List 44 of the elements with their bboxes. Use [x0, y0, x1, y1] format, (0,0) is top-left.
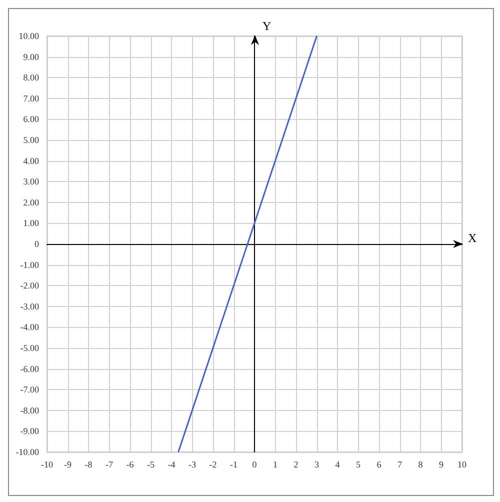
y-tick-label: 10.00 — [18, 31, 40, 41]
x-tick-label: 1 — [273, 460, 278, 470]
y-tick-label: 9.00 — [23, 52, 40, 62]
y-tick-label: -1.00 — [20, 260, 40, 270]
x-tick-label: 6 — [376, 460, 382, 470]
y-tick-label: 2.00 — [23, 197, 40, 208]
y-tick-label: -7.00 — [20, 384, 40, 395]
x-tick-label: 0 — [252, 460, 258, 470]
x-tick-label: -4 — [168, 460, 176, 470]
y-tick-label: 3.00 — [23, 176, 40, 187]
x-tick-label: -6 — [126, 460, 134, 470]
y-tick-label: -6.00 — [20, 364, 40, 374]
y-tick-label: -9.00 — [20, 426, 40, 436]
x-tick-label: 7 — [398, 460, 402, 470]
x-tick-label: 9 — [439, 460, 444, 470]
x-tick-label: -5 — [147, 460, 155, 470]
y-tick-label: -8.00 — [20, 405, 40, 416]
y-axis-title: Y — [262, 19, 272, 33]
y-tick-label: 7.00 — [23, 93, 40, 104]
x-tick-label: -7 — [106, 460, 114, 470]
y-tick-label: -4.00 — [20, 322, 40, 332]
y-tick-label: 6.00 — [23, 114, 40, 124]
x-tick-label: 8 — [418, 460, 424, 470]
y-tick-label: -5.00 — [20, 343, 40, 353]
x-tick-label: 5 — [356, 460, 361, 470]
y-tick-label: -10.00 — [16, 447, 40, 457]
x-tick-label: 10 — [458, 460, 467, 470]
y-tick-label: 0 — [34, 239, 40, 249]
x-tick-label: -10 — [41, 460, 54, 470]
x-axis-title: X — [468, 231, 477, 245]
x-tick-label: 2 — [294, 460, 298, 470]
x-tick-label: -1 — [230, 460, 238, 470]
x-tick-label: 4 — [335, 460, 340, 470]
y-tick-label: 8.00 — [23, 72, 40, 83]
y-tick-label: 5.00 — [23, 135, 40, 145]
y-tick-label: 4.00 — [23, 156, 40, 166]
x-tick-label: -9 — [64, 460, 72, 470]
y-tick-label: -3.00 — [20, 301, 40, 312]
y-tick-label: 1.00 — [23, 218, 40, 228]
x-tick-label: -8 — [84, 460, 93, 470]
y-tick-label: -2.00 — [20, 280, 40, 291]
x-tick-label: -2 — [209, 460, 217, 470]
x-tick-label: 3 — [314, 460, 320, 470]
x-tick-label: -3 — [188, 460, 196, 470]
